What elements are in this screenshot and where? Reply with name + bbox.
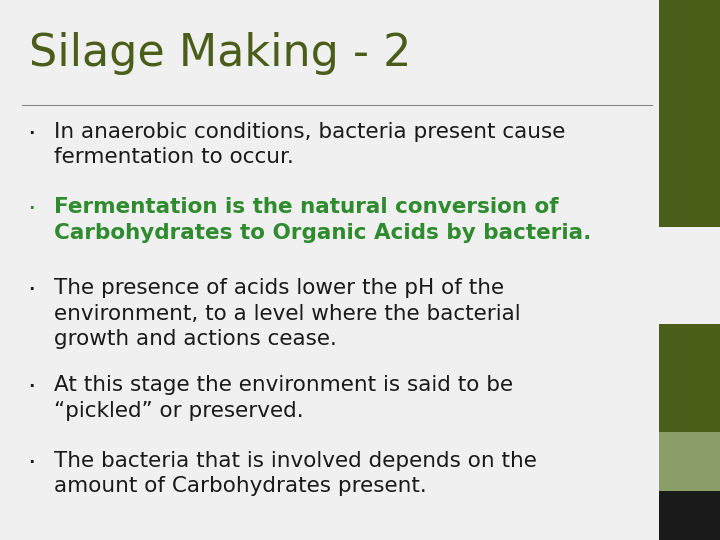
Text: ·: · (27, 278, 36, 304)
Text: ·: · (27, 122, 36, 147)
Text: ·: · (27, 197, 36, 223)
FancyBboxPatch shape (659, 491, 720, 540)
FancyBboxPatch shape (659, 324, 720, 432)
Text: ·: · (27, 451, 36, 477)
Text: ·: · (27, 375, 36, 401)
Text: In anaerobic conditions, bacteria present cause
fermentation to occur.: In anaerobic conditions, bacteria presen… (54, 122, 565, 167)
Text: At this stage the environment is said to be
“pickled” or preserved.: At this stage the environment is said to… (54, 375, 513, 421)
Text: The presence of acids lower the pH of the
environment, to a level where the bact: The presence of acids lower the pH of th… (54, 278, 521, 349)
FancyBboxPatch shape (659, 0, 720, 227)
FancyBboxPatch shape (659, 432, 720, 491)
Text: Silage Making - 2: Silage Making - 2 (29, 32, 411, 76)
Text: The bacteria that is involved depends on the
amount of Carbohydrates present.: The bacteria that is involved depends on… (54, 451, 537, 496)
Text: Fermentation is the natural conversion of
Carbohydrates to Organic Acids by bact: Fermentation is the natural conversion o… (54, 197, 591, 242)
